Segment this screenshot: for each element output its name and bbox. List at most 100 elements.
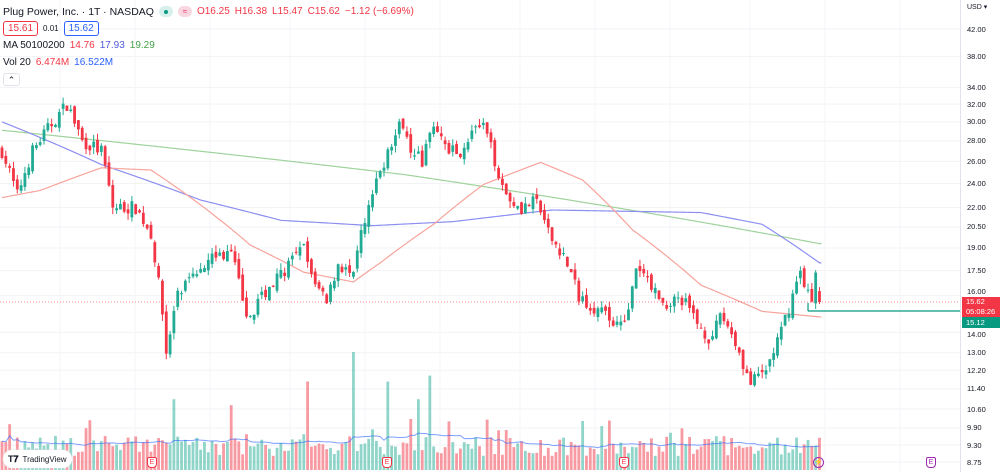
- tradingview-logo[interactable]: T𝟕 TradingView: [3, 450, 72, 468]
- volume-bar: [504, 430, 508, 470]
- earnings-marker[interactable]: E: [619, 457, 629, 468]
- volume-bar: [726, 455, 730, 470]
- candle: [588, 308, 592, 311]
- candle: [27, 167, 31, 176]
- vol-value: 6.474M: [35, 56, 70, 68]
- candle: [672, 296, 676, 307]
- candle: [661, 297, 665, 303]
- volume-bar: [313, 445, 317, 470]
- volume-bar: [225, 441, 229, 470]
- volume-bar: [531, 453, 535, 470]
- candle: [12, 168, 15, 181]
- price-axis[interactable]: USD ▾ 15.62 05:08:26 15.12 42.00 38.00 34.…: [960, 0, 1000, 472]
- candle: [313, 271, 317, 285]
- candle: [298, 247, 302, 256]
- candle: [481, 122, 485, 126]
- price-tick: 10.60: [967, 404, 986, 414]
- volume-bar: [271, 455, 275, 470]
- volume-bar: [501, 454, 504, 470]
- candle: [554, 241, 558, 245]
- volume-bar: [795, 437, 798, 470]
- candle: [657, 290, 661, 299]
- volume-bar: [451, 442, 455, 470]
- candle: [77, 120, 80, 130]
- candle: [776, 337, 779, 356]
- volume-bar: [195, 437, 199, 470]
- vol-label[interactable]: Vol 20: [3, 56, 31, 68]
- candle: [206, 259, 210, 271]
- candle: [432, 126, 436, 135]
- candle: [558, 248, 562, 256]
- volume-bar: [665, 436, 669, 470]
- collapse-legend-button[interactable]: ⌃: [3, 73, 20, 86]
- candle: [245, 297, 248, 317]
- volume-bar: [779, 454, 783, 470]
- volume-bar: [187, 445, 191, 470]
- dot-icon: [158, 6, 173, 17]
- volume-bar: [535, 452, 539, 470]
- candle: [531, 196, 535, 210]
- volume-bar: [206, 452, 210, 470]
- volume-bar: [210, 440, 214, 470]
- candle: [546, 218, 550, 228]
- candle: [61, 103, 65, 109]
- candle: [397, 121, 401, 135]
- ma-label[interactable]: MA 50100200: [3, 39, 65, 51]
- volume-bar: [157, 438, 161, 470]
- candle: [42, 129, 46, 142]
- candle: [115, 208, 118, 211]
- earnings-marker-upcoming[interactable]: E: [926, 457, 936, 468]
- tilde-icon: ≈: [177, 6, 192, 17]
- candle: [485, 122, 489, 134]
- candle: [321, 287, 325, 292]
- volume-bar: [653, 455, 657, 470]
- volume-bar: [279, 442, 283, 470]
- candle: [520, 202, 523, 215]
- volume-bar: [585, 455, 588, 470]
- candle: [8, 165, 12, 168]
- volume-bar: [481, 455, 485, 470]
- legend: Plug Power, Inc. · 1T · NASDAQ ≈ O16.25 …: [3, 3, 414, 86]
- volume-bar: [699, 446, 703, 470]
- volume-bar: [684, 443, 688, 470]
- candle: [630, 286, 634, 309]
- earnings-marker[interactable]: E: [382, 457, 392, 468]
- volume-bar: [741, 447, 745, 470]
- earnings-marker[interactable]: E: [147, 457, 157, 468]
- sell-button[interactable]: 15.61: [3, 21, 39, 36]
- volume-bar: [806, 439, 810, 470]
- volume-bar: [596, 454, 600, 470]
- candle: [512, 201, 516, 207]
- lightning-icon[interactable]: ⚡: [813, 457, 824, 468]
- candle: [172, 310, 176, 334]
- candle: [294, 251, 298, 253]
- buy-button[interactable]: 15.62: [63, 21, 99, 36]
- candle: [367, 204, 371, 227]
- candle: [161, 280, 164, 315]
- volume-bar: [203, 441, 206, 470]
- price-tick: 30.00: [967, 117, 986, 127]
- price-chart[interactable]: [0, 0, 960, 472]
- candle: [447, 143, 451, 154]
- candle: [46, 123, 50, 131]
- price-tick: 24.00: [967, 178, 986, 188]
- candle: [214, 251, 218, 258]
- price-tick: 9.30: [967, 440, 982, 450]
- volume-bar: [810, 445, 814, 470]
- symbol-title[interactable]: Plug Power, Inc. · 1T · NASDAQ: [3, 5, 154, 18]
- candle: [145, 224, 149, 229]
- candle: [791, 293, 795, 319]
- candle: [772, 353, 776, 360]
- volume-bar: [554, 452, 558, 470]
- candle: [80, 127, 84, 141]
- candle: [405, 131, 409, 137]
- candle: [592, 307, 596, 314]
- volume-bar: [650, 438, 653, 470]
- price-tick: 16.00: [967, 286, 986, 296]
- volume-bar: [615, 453, 619, 470]
- candle: [153, 242, 157, 263]
- currency-selector[interactable]: USD ▾: [967, 4, 988, 11]
- candle: [210, 253, 214, 264]
- price-tick: 17.50: [967, 266, 986, 276]
- ohlc-close: C15.62: [307, 5, 340, 17]
